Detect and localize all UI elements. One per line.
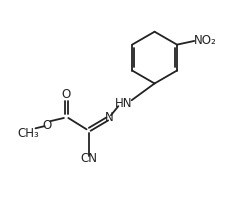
Text: HN: HN (115, 97, 132, 110)
Text: CN: CN (80, 152, 97, 165)
Text: N: N (104, 111, 113, 124)
Text: NO₂: NO₂ (194, 34, 216, 47)
Text: O: O (42, 119, 51, 132)
Text: O: O (62, 87, 71, 100)
Text: CH₃: CH₃ (17, 127, 39, 140)
